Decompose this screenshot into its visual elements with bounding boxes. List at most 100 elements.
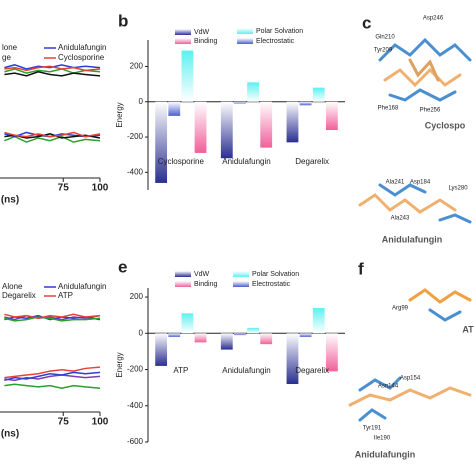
series-line — [4, 313, 101, 320]
legend-label: ge — [2, 53, 11, 62]
y-tick-label: 0 — [139, 97, 144, 106]
category-label: Degarelix — [295, 366, 329, 375]
legend-swatch — [233, 281, 249, 287]
legend-swatch — [175, 38, 191, 44]
legend-label: Anidulafungin — [58, 282, 106, 291]
bar — [312, 307, 325, 334]
x-tick-label: 100 — [92, 417, 109, 428]
series-line — [4, 64, 101, 70]
series-line — [4, 131, 101, 138]
y-axis-label: Energy — [115, 352, 124, 377]
y-tick-label: 200 — [130, 62, 144, 71]
x-tick-label: 100 — [92, 183, 109, 194]
bar — [260, 333, 273, 345]
bar — [168, 101, 181, 116]
legend-label: Alone — [2, 282, 23, 291]
category-label: Cyclosporine — [158, 157, 205, 166]
bar — [181, 50, 194, 102]
bar — [325, 101, 338, 130]
series-line — [4, 65, 101, 72]
molecule-f — [348, 288, 472, 422]
x-tick-label: 75 — [58, 183, 70, 194]
residue-label: Cyclospo — [425, 120, 466, 130]
series-line — [4, 70, 101, 77]
category-label: Degarelix — [295, 157, 329, 166]
residue-label: Phe256 — [420, 108, 441, 114]
bar — [312, 87, 325, 102]
residue-label: Phe168 — [378, 106, 399, 112]
bar — [181, 313, 194, 334]
legend-label: Polar Solvation — [252, 271, 299, 278]
x-axis-label: (ns) — [1, 429, 19, 440]
legend-label: VdW — [194, 29, 210, 36]
residue-label: Tyr191 — [363, 426, 382, 432]
bar — [234, 101, 246, 104]
residue-label: Anidulafungin — [382, 234, 443, 244]
legend-label: Anidulafungin — [58, 43, 106, 52]
series-line — [4, 371, 101, 382]
x-tick-label: 75 — [58, 417, 70, 428]
y-tick-label: 0 — [139, 328, 144, 337]
residue-label: Anidulafungin — [355, 449, 416, 459]
residue-label: Asp184 — [410, 180, 431, 186]
legend-swatch — [175, 29, 191, 35]
bar — [286, 101, 299, 143]
residue-label: AT — [462, 324, 474, 334]
legend-swatch — [175, 271, 191, 277]
panel-label: b — [118, 11, 128, 30]
legend-label: Electrostatic — [256, 38, 295, 45]
legend-swatch — [233, 271, 249, 277]
y-tick-label: -200 — [127, 365, 144, 374]
series-line — [4, 68, 101, 74]
series-line — [4, 366, 101, 379]
panel-label: c — [362, 13, 371, 32]
bar — [247, 327, 259, 334]
legend-swatch — [237, 28, 253, 34]
legend-label: VdW — [194, 271, 210, 278]
y-tick-label: -200 — [127, 132, 144, 141]
legend-label: ATP — [58, 291, 73, 300]
legend-label: Electrostatic — [252, 281, 291, 288]
series-line — [4, 383, 101, 390]
bar — [260, 101, 273, 148]
residue-label: Ile190 — [374, 436, 391, 442]
legend-label: lone — [2, 43, 18, 52]
residue-label: Ala241 — [386, 180, 405, 186]
y-tick-label: 200 — [130, 292, 144, 301]
bar — [155, 101, 168, 183]
residue-label: Asp246 — [423, 16, 444, 22]
bar — [155, 333, 168, 366]
panel-label: f — [358, 259, 364, 278]
residue-label: Tyr209 — [374, 48, 393, 54]
series-line — [4, 374, 101, 382]
category-label: Anidulafungin — [222, 366, 270, 375]
bar — [194, 333, 207, 343]
residue-label: Asn144 — [378, 384, 399, 390]
bar — [220, 333, 233, 350]
legend-label: Binding — [194, 38, 217, 45]
residue-label: Gln210 — [375, 35, 395, 41]
residue-label: Ala243 — [391, 216, 410, 222]
bar — [286, 333, 299, 385]
bar — [168, 333, 181, 337]
series-line — [4, 316, 101, 322]
y-axis-label: Energy — [115, 102, 124, 127]
bar — [194, 101, 207, 153]
panel-label: e — [118, 257, 127, 276]
bar — [220, 101, 233, 159]
legend-label: Cyclosporine — [58, 53, 105, 62]
bar — [325, 333, 338, 372]
series-line — [4, 314, 101, 321]
residue-label: Lys280 — [448, 186, 468, 192]
bar — [299, 101, 312, 106]
legend-label: Degarelix — [2, 291, 36, 300]
category-label: ATP — [173, 366, 188, 375]
residue-label: Asp154 — [400, 376, 421, 382]
molecule-c — [358, 37, 472, 224]
legend-swatch — [175, 281, 191, 287]
legend-label: Binding — [194, 281, 217, 288]
residue-label: Arg99 — [392, 306, 409, 312]
bar — [247, 82, 259, 102]
legend-swatch — [237, 38, 253, 44]
